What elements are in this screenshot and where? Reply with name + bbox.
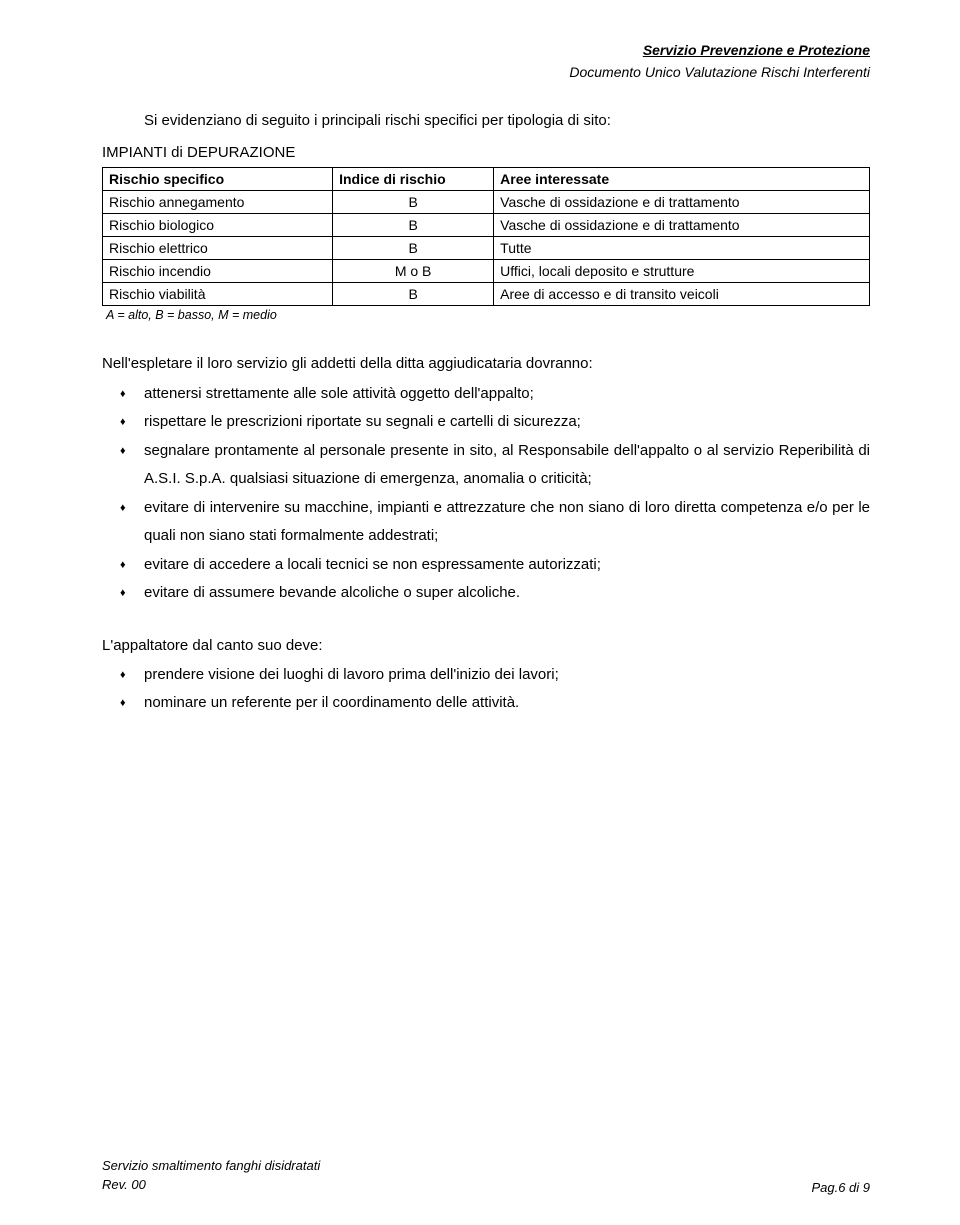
footer-rev: Rev. 00 bbox=[102, 1177, 146, 1192]
list1-intro: Nell'espletare il loro servizio gli adde… bbox=[102, 352, 870, 375]
page: Servizio Prevenzione e Protezione Docume… bbox=[0, 0, 960, 1225]
section-title: IMPIANTI di DEPURAZIONE bbox=[102, 144, 870, 161]
list-item: nominare un referente per il coordinamen… bbox=[102, 689, 870, 718]
list-item: segnalare prontamente al personale prese… bbox=[102, 437, 870, 494]
list2-intro: L'appaltatore dal canto suo deve: bbox=[102, 634, 870, 657]
cell-index: B bbox=[333, 191, 494, 214]
cell-aree: Aree di accesso e di transito veicoli bbox=[494, 283, 870, 306]
body-section-2: L'appaltatore dal canto suo deve: prende… bbox=[102, 634, 870, 718]
cell-index: B bbox=[333, 237, 494, 260]
list-item: evitare di assumere bevande alcoliche o … bbox=[102, 579, 870, 608]
body-section-1: Nell'espletare il loro servizio gli adde… bbox=[102, 352, 870, 607]
cell-index: B bbox=[333, 283, 494, 306]
cell-spec: Rischio incendio bbox=[103, 260, 333, 283]
cell-index: M o B bbox=[333, 260, 494, 283]
cell-spec: Rischio viabilità bbox=[103, 283, 333, 306]
table-header: Indice di rischio bbox=[333, 168, 494, 191]
list-item: rispettare le prescrizioni riportate su … bbox=[102, 408, 870, 437]
cell-spec: Rischio elettrico bbox=[103, 237, 333, 260]
list2: prendere visione dei luoghi di lavoro pr… bbox=[102, 661, 870, 718]
table-header: Rischio specifico bbox=[103, 168, 333, 191]
footer-page-number: Pag.6 di 9 bbox=[811, 1180, 870, 1195]
page-footer: Servizio smaltimento fanghi disidratati … bbox=[102, 1157, 870, 1195]
cell-aree: Tutte bbox=[494, 237, 870, 260]
table-row: Rischio elettrico B Tutte bbox=[103, 237, 870, 260]
list-item: attenersi strettamente alle sole attivit… bbox=[102, 380, 870, 409]
cell-spec: Rischio biologico bbox=[103, 214, 333, 237]
header-subtitle: Documento Unico Valutazione Rischi Inter… bbox=[569, 64, 870, 80]
list-item: evitare di accedere a locali tecnici se … bbox=[102, 551, 870, 580]
list-item: evitare di intervenire su macchine, impi… bbox=[102, 494, 870, 551]
table-row: Rischio incendio M o B Uffici, locali de… bbox=[103, 260, 870, 283]
cell-index: B bbox=[333, 214, 494, 237]
cell-aree: Vasche di ossidazione e di trattamento bbox=[494, 214, 870, 237]
intro-text: Si evidenziano di seguito i principali r… bbox=[144, 110, 870, 133]
page-header: Servizio Prevenzione e Protezione Docume… bbox=[102, 40, 870, 85]
header-title: Servizio Prevenzione e Protezione bbox=[643, 42, 870, 58]
footer-left: Servizio smaltimento fanghi disidratati … bbox=[102, 1157, 320, 1195]
list-item: prendere visione dei luoghi di lavoro pr… bbox=[102, 661, 870, 690]
table-legend: A = alto, B = basso, M = medio bbox=[106, 308, 870, 322]
footer-service: Servizio smaltimento fanghi disidratati bbox=[102, 1158, 320, 1173]
cell-spec: Rischio annegamento bbox=[103, 191, 333, 214]
cell-aree: Uffici, locali deposito e strutture bbox=[494, 260, 870, 283]
cell-aree: Vasche di ossidazione e di trattamento bbox=[494, 191, 870, 214]
table-row: Rischio annegamento B Vasche di ossidazi… bbox=[103, 191, 870, 214]
table-row: Rischio viabilità B Aree di accesso e di… bbox=[103, 283, 870, 306]
risk-table: Rischio specifico Indice di rischio Aree… bbox=[102, 167, 870, 306]
table-header-row: Rischio specifico Indice di rischio Aree… bbox=[103, 168, 870, 191]
table-header: Aree interessate bbox=[494, 168, 870, 191]
table-row: Rischio biologico B Vasche di ossidazion… bbox=[103, 214, 870, 237]
list1: attenersi strettamente alle sole attivit… bbox=[102, 380, 870, 608]
